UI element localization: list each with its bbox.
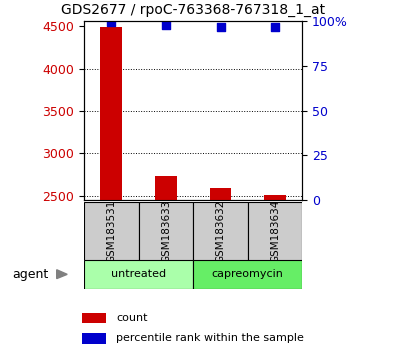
Text: GSM183633: GSM183633 — [161, 199, 171, 263]
Bar — [82, 333, 106, 343]
Polygon shape — [57, 270, 67, 279]
Text: GSM183632: GSM183632 — [215, 199, 226, 263]
Point — [108, 19, 115, 25]
Bar — [84, 260, 193, 289]
Point — [272, 24, 278, 29]
Bar — [82, 313, 106, 323]
Text: untreated: untreated — [111, 269, 166, 279]
Bar — [264, 195, 286, 200]
Text: GSM183531: GSM183531 — [106, 199, 116, 263]
Bar — [84, 202, 139, 260]
Bar — [248, 202, 302, 260]
Text: count: count — [116, 313, 147, 323]
Bar — [193, 202, 248, 260]
Bar — [139, 202, 193, 260]
Bar — [193, 260, 302, 289]
Bar — [155, 176, 177, 200]
Text: agent: agent — [13, 268, 49, 281]
Title: GDS2677 / rpoC-763368-767318_1_at: GDS2677 / rpoC-763368-767318_1_at — [61, 4, 325, 17]
Bar — [100, 27, 122, 200]
Text: GSM183634: GSM183634 — [270, 199, 280, 263]
Text: capreomycin: capreomycin — [212, 269, 284, 279]
Text: percentile rank within the sample: percentile rank within the sample — [116, 333, 304, 343]
Bar — [210, 188, 231, 200]
Point — [163, 22, 169, 28]
Point — [217, 25, 224, 30]
